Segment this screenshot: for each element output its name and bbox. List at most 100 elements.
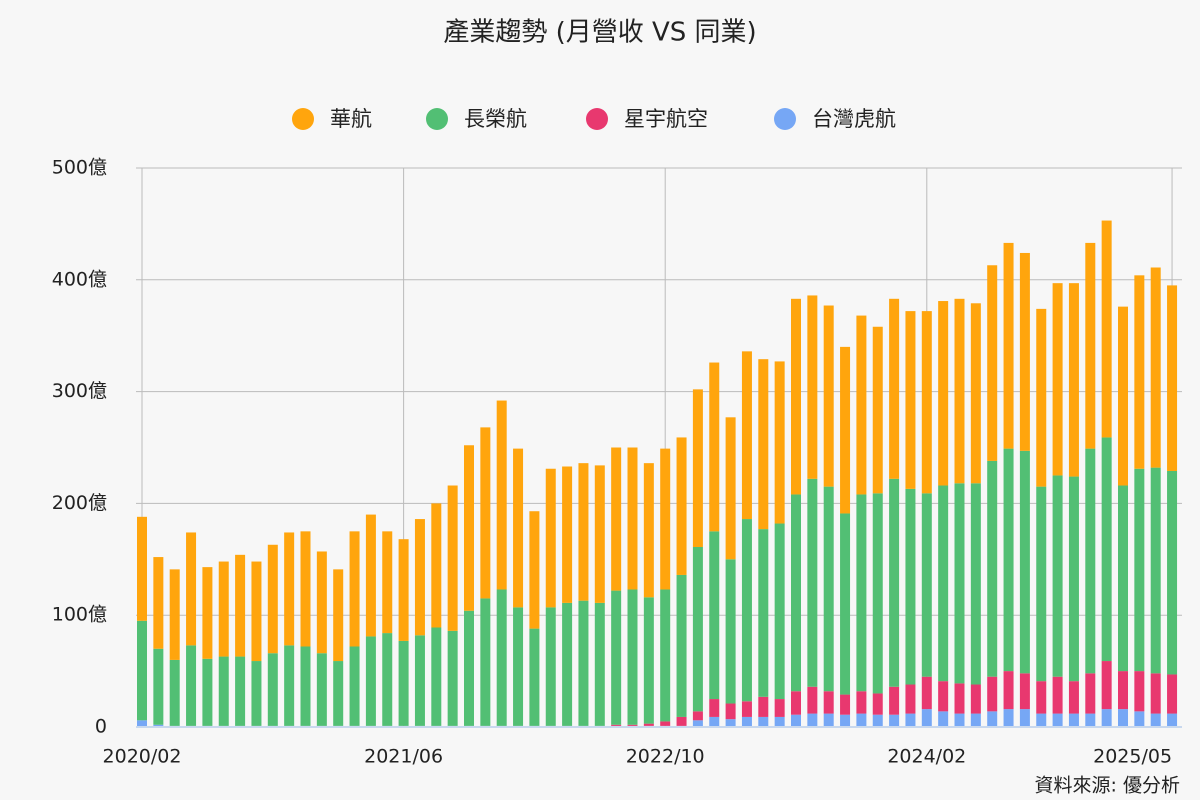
- bar-segment: [987, 711, 998, 727]
- bar-segment: [284, 532, 295, 646]
- bar-segment: [1052, 676, 1063, 714]
- bar-segment: [807, 713, 818, 727]
- bar-segment: [562, 602, 573, 726]
- bar-segment: [235, 656, 246, 726]
- bar-segment: [267, 544, 278, 654]
- bar-segment: [774, 361, 785, 524]
- bar-segment: [791, 714, 801, 727]
- bar-segment: [725, 703, 736, 720]
- bar-segment: [970, 684, 981, 714]
- bar-segment: [169, 659, 180, 726]
- bar-segment: [840, 346, 851, 514]
- bar-segment: [611, 590, 622, 725]
- bar-segment: [692, 711, 703, 721]
- bar-segment: [692, 389, 703, 548]
- bar-segment: [1085, 673, 1096, 714]
- bar-segment: [938, 681, 949, 712]
- bar-segment: [1019, 673, 1030, 710]
- bar-segment: [840, 714, 851, 727]
- bar-segment: [594, 602, 605, 726]
- bar-segment: [889, 686, 900, 715]
- bar-segment: [1085, 713, 1096, 727]
- bar-segment: [1036, 308, 1047, 487]
- bar-segment: [758, 529, 769, 697]
- bar-segment: [709, 699, 720, 717]
- bar-segment: [414, 635, 425, 726]
- bar-segment: [578, 600, 589, 726]
- bar-segment: [725, 417, 736, 560]
- bar-segment: [513, 448, 524, 608]
- bar-segment: [840, 513, 851, 695]
- bar-segment: [1068, 283, 1079, 477]
- bar-segment: [382, 633, 393, 726]
- bar-segment: [1003, 709, 1014, 727]
- bar-segment: [611, 724, 622, 726]
- bar-segment: [1167, 674, 1178, 714]
- bar-segment: [856, 691, 867, 714]
- bar-segment: [905, 488, 916, 685]
- bar-segment: [349, 531, 360, 647]
- bar-segment: [1052, 713, 1063, 727]
- bar-segment: [578, 463, 589, 601]
- bar-segment: [970, 713, 981, 727]
- bar-segment: [676, 437, 687, 575]
- bar-segment: [643, 723, 654, 726]
- bar-segment: [447, 630, 458, 726]
- bar-segment: [791, 494, 801, 692]
- bar-segment: [741, 351, 752, 520]
- bar-segment: [349, 646, 360, 726]
- bar-segment: [316, 551, 327, 654]
- bar-segment: [251, 661, 262, 726]
- bar-segment: [889, 298, 900, 479]
- bar-segment: [218, 656, 229, 726]
- bar-segment: [954, 683, 965, 714]
- bar-segment: [1052, 283, 1063, 476]
- bar-segment: [872, 326, 883, 494]
- y-tick-label: 200億: [52, 492, 107, 514]
- bar-segment: [872, 493, 883, 694]
- bar-segment: [447, 485, 458, 631]
- bar-segment: [137, 516, 147, 621]
- bar-segment: [137, 620, 147, 721]
- bar-segment: [1134, 468, 1145, 672]
- bar-segment: [1036, 681, 1047, 714]
- bar-segment: [1003, 242, 1014, 449]
- bar-segment: [284, 645, 295, 726]
- bar-segment: [235, 554, 246, 657]
- bar-segment: [562, 466, 573, 603]
- bar-segment: [529, 628, 540, 726]
- bar-segment: [823, 691, 834, 714]
- bar-segment: [921, 493, 932, 677]
- bar-segment: [1150, 467, 1161, 674]
- bar-segment: [1019, 450, 1030, 674]
- legend-marker: [426, 108, 448, 130]
- bar-segment: [807, 295, 818, 479]
- bar-segment: [431, 503, 442, 628]
- bar-segment: [431, 627, 442, 726]
- bar-segment: [840, 694, 851, 715]
- bar-segment: [333, 661, 344, 726]
- bar-segment: [480, 598, 491, 726]
- bar-segment: [382, 531, 393, 634]
- bar-segment: [676, 574, 687, 717]
- bar-segment: [758, 696, 769, 717]
- bar-segment: [643, 463, 654, 598]
- bar-segment: [921, 311, 932, 494]
- bar-segment: [970, 483, 981, 685]
- bar-segment: [938, 301, 949, 486]
- bar-segment: [251, 561, 262, 662]
- bar-segment: [692, 720, 703, 727]
- bar-segment: [186, 532, 197, 646]
- bar-segment: [725, 559, 736, 704]
- bar-segment: [627, 447, 638, 590]
- bar-segment: [1167, 285, 1178, 471]
- bar-segment: [300, 531, 311, 647]
- bar-segment: [709, 716, 720, 727]
- bar-segment: [627, 589, 638, 725]
- bar-segment: [905, 713, 916, 727]
- bar-segment: [987, 460, 998, 677]
- bar-segment: [954, 713, 965, 727]
- bar-segment: [954, 483, 965, 684]
- legend-marker: [292, 108, 314, 130]
- bar-segment: [1101, 709, 1112, 727]
